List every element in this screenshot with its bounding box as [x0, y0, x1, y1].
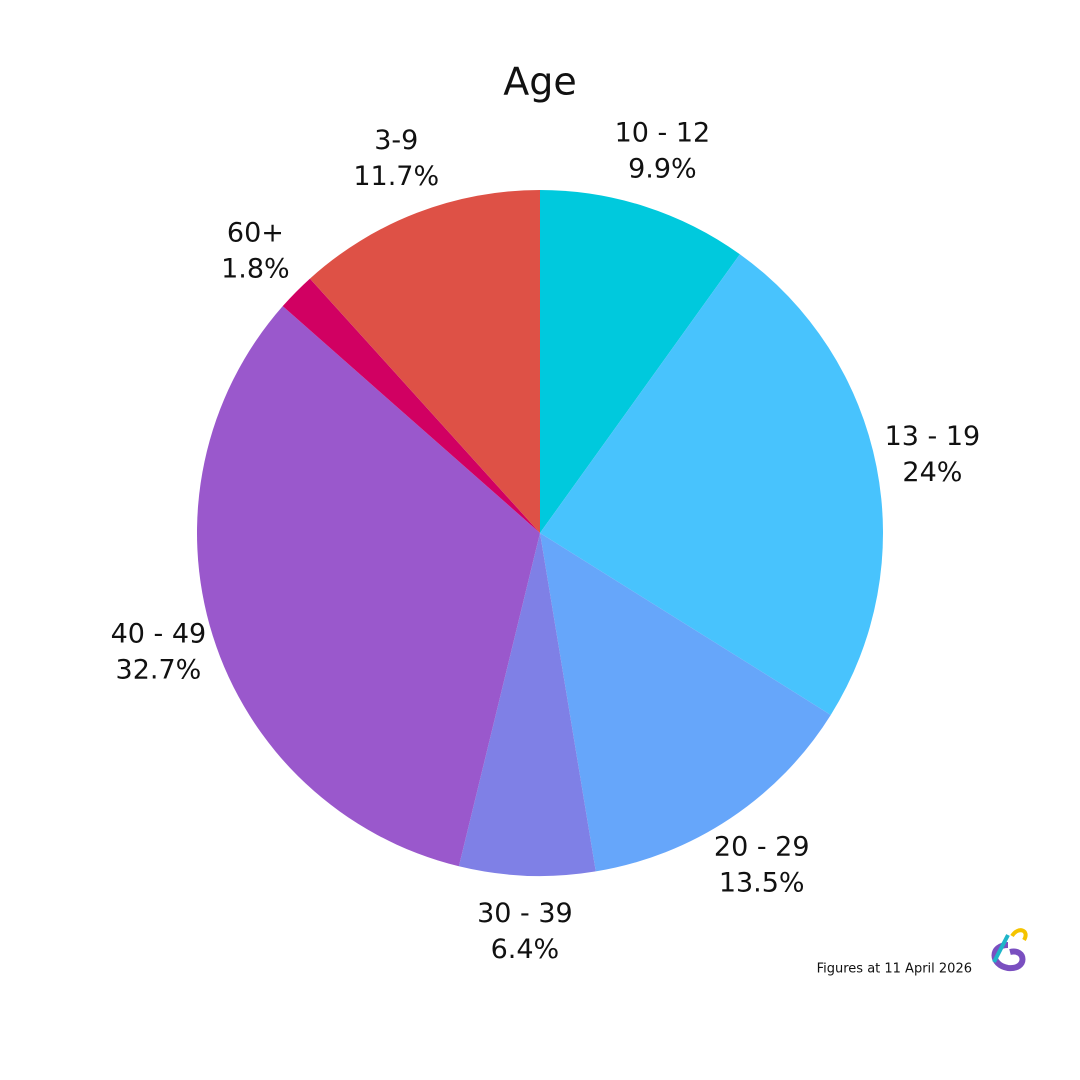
slice-value-label: 1.8%	[221, 253, 290, 284]
slice-label: 3-9	[374, 125, 418, 156]
slice-value-label: 32.7%	[116, 655, 202, 686]
pie-slice	[197, 306, 540, 867]
footnote: Figures at 11 April 2026	[817, 962, 972, 977]
slice-value-label: 6.4%	[491, 934, 560, 965]
slice-value-label: 11.7%	[353, 161, 439, 192]
slice-label: 20 - 29	[714, 831, 810, 862]
slice-label: 40 - 49	[111, 619, 207, 650]
slice-label: 60+	[227, 217, 284, 248]
slice-value-label: 13.5%	[719, 867, 805, 898]
pie-slice	[540, 533, 831, 872]
pie-slice	[282, 278, 540, 533]
pie-slice	[458, 533, 596, 877]
pie-slice	[540, 190, 740, 533]
slice-label: 10 - 12	[615, 118, 711, 149]
slice-label: 13 - 19	[885, 421, 981, 452]
pie-slice	[540, 254, 884, 715]
slice-value-label: 24%	[902, 457, 962, 488]
slice-value-label: 9.9%	[628, 154, 697, 185]
logo	[991, 928, 1028, 972]
chart-title: Age	[503, 60, 577, 104]
slice-label: 30 - 39	[477, 898, 573, 929]
pie-slice	[309, 190, 540, 533]
